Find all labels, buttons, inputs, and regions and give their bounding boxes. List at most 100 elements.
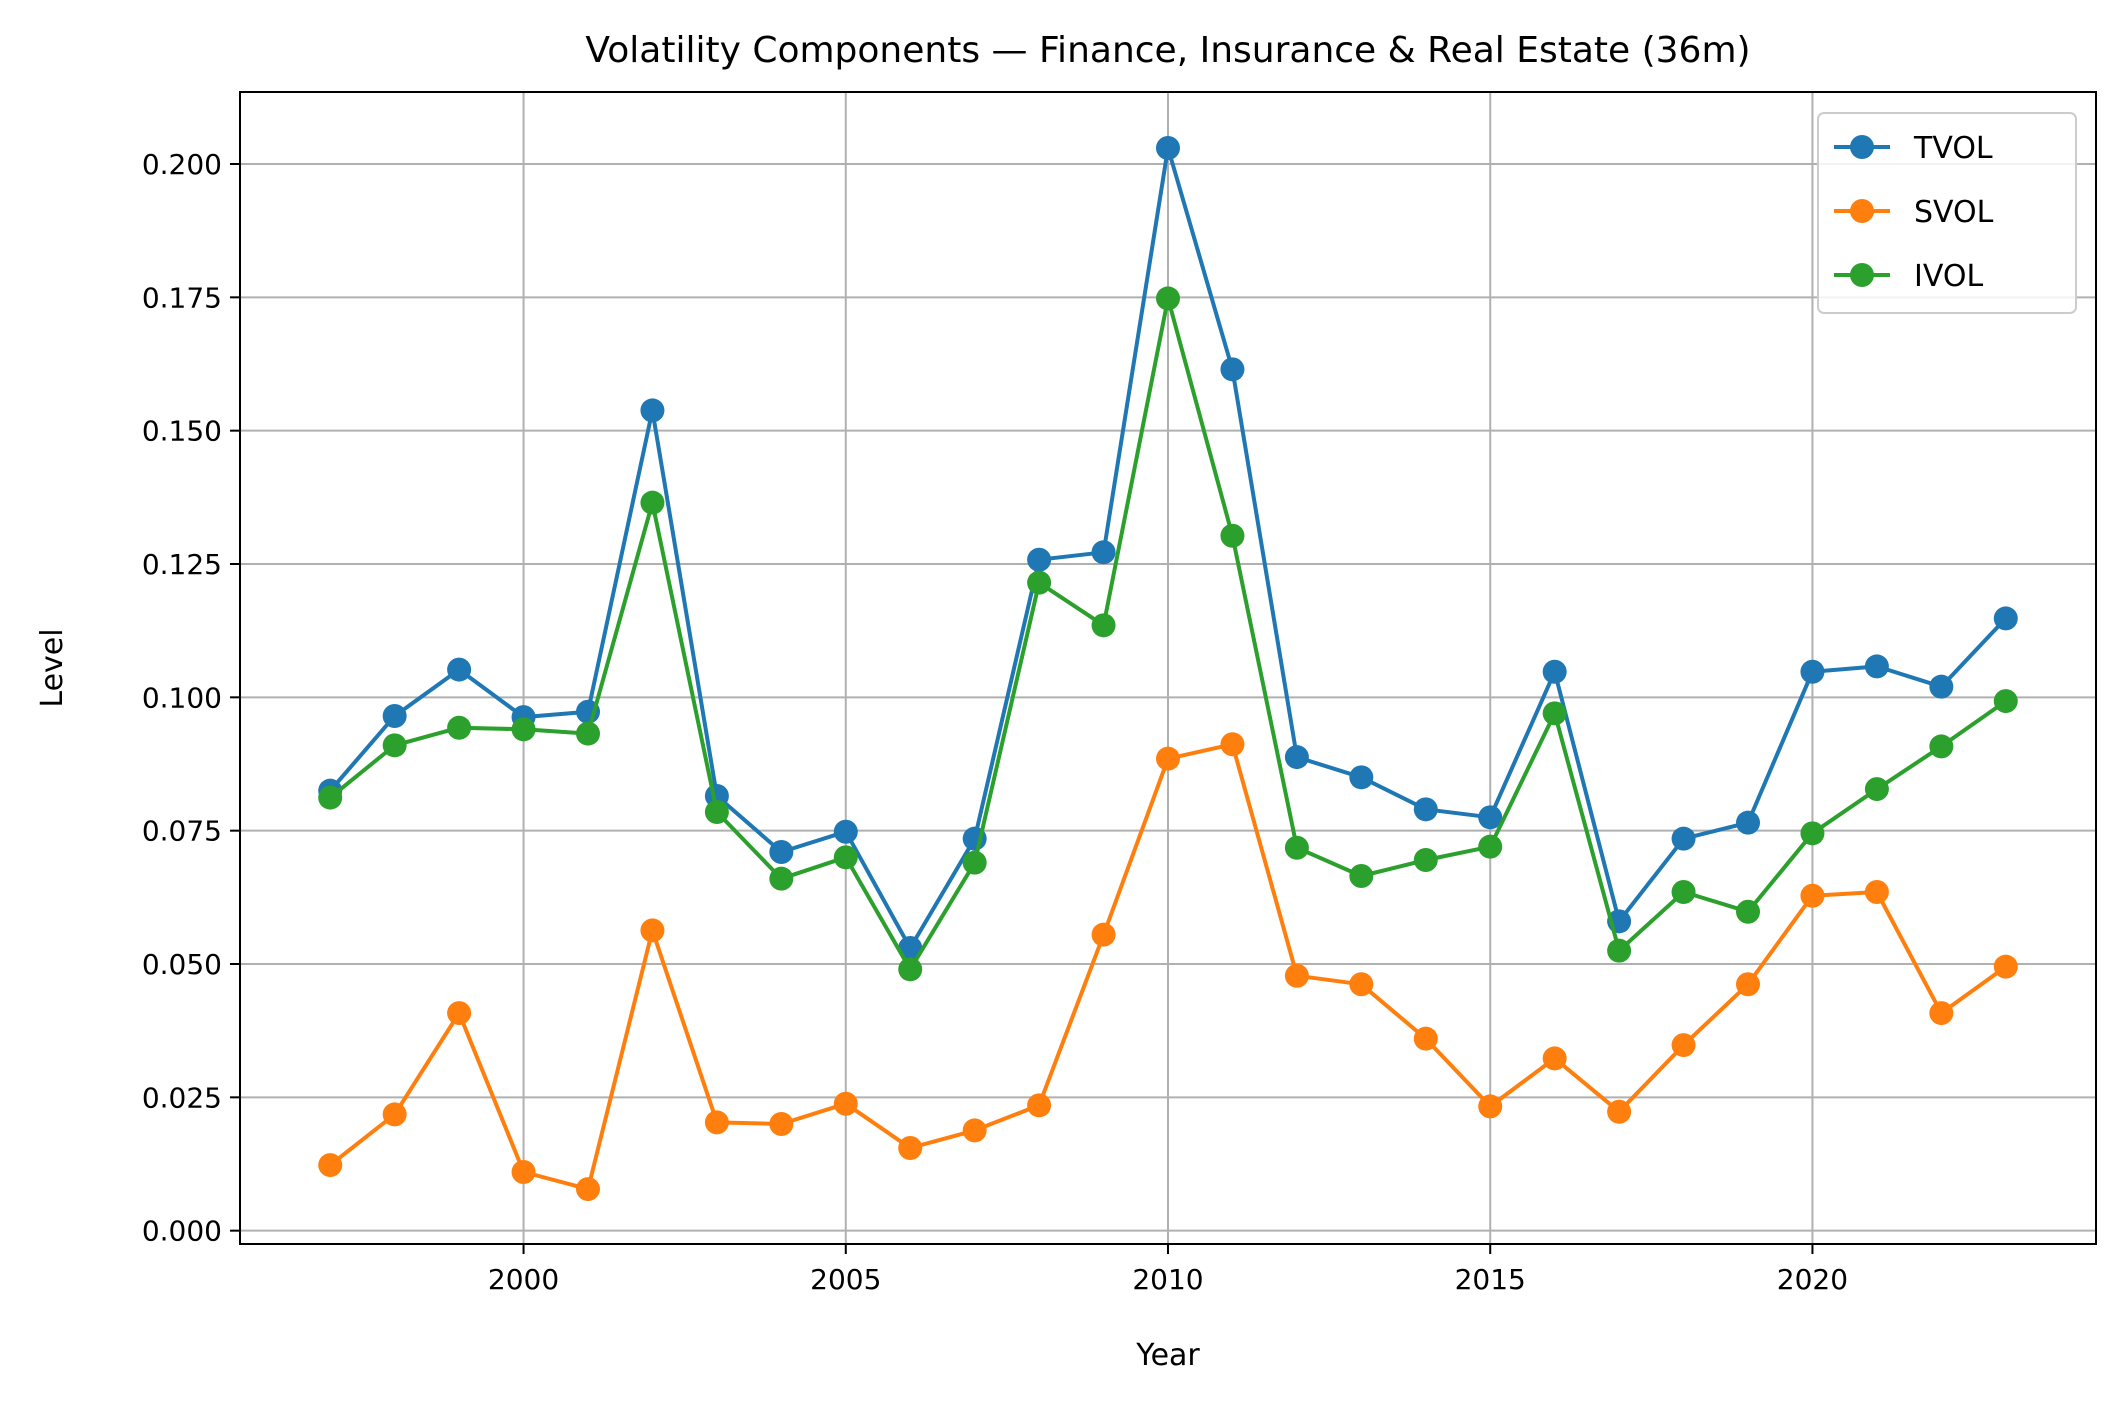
data-point-ivol [1413, 848, 1438, 872]
data-point-tvol [1413, 797, 1438, 822]
data-point-ivol [1156, 286, 1180, 311]
data-point-tvol [447, 657, 472, 682]
data-point-tvol [382, 704, 407, 728]
data-point-svol [1284, 963, 1309, 988]
data-point-svol [318, 1153, 343, 1178]
series-tvol [318, 136, 2018, 960]
data-point-tvol [1993, 606, 2018, 631]
data-point-tvol [769, 840, 794, 864]
data-point-tvol [1284, 745, 1309, 770]
legend-marker-ivol [1850, 263, 1874, 287]
data-point-ivol [898, 957, 923, 982]
data-point-ivol [962, 850, 987, 875]
data-point-ivol [1542, 701, 1567, 726]
series-layer [318, 136, 2018, 1202]
data-point-ivol [447, 715, 472, 740]
chart-title: Volatility Components — Finance, Insuran… [585, 30, 1750, 71]
series-svol [318, 732, 2018, 1202]
legend-marker-svol [1850, 199, 1874, 223]
data-point-ivol [640, 490, 665, 515]
data-point-svol [1156, 746, 1180, 771]
data-point-svol [576, 1177, 600, 1202]
data-point-tvol [1478, 805, 1503, 830]
x-tick-label: 2020 [1777, 1263, 1848, 1296]
y-axis-ticks: 0.000 0.025 0.050 0.075 0.100 0.125 0.150 0.175… [142, 148, 240, 1248]
x-tick-label: 2015 [1455, 1263, 1526, 1296]
series-ivol [318, 286, 2018, 982]
data-point-tvol [898, 936, 923, 960]
data-point-svol [1993, 954, 2018, 979]
data-point-svol [704, 1110, 729, 1135]
data-point-ivol [1478, 834, 1503, 859]
y-tick-label: 0.075 [142, 815, 222, 848]
data-point-tvol [640, 398, 665, 423]
data-point-svol [1864, 880, 1889, 904]
data-point-ivol [511, 717, 536, 742]
y-tick-label: 0.175 [142, 281, 222, 314]
x-tick-label: 2005 [810, 1263, 881, 1296]
data-point-ivol [382, 733, 407, 758]
data-point-svol [1929, 1001, 1954, 1026]
data-point-svol [962, 1118, 987, 1143]
data-point-ivol [1671, 880, 1696, 904]
data-point-tvol [1929, 674, 1954, 699]
data-point-tvol [1027, 547, 1052, 572]
y-tick-label: 0.000 [142, 1215, 222, 1248]
data-point-ivol [1284, 835, 1309, 860]
data-point-svol [511, 1160, 536, 1184]
data-point-ivol [1864, 777, 1889, 802]
data-point-svol [447, 1001, 472, 1026]
y-axis-label: Level [35, 628, 70, 707]
data-point-tvol [1800, 659, 1825, 684]
data-point-svol [1413, 1026, 1438, 1051]
data-point-svol [898, 1136, 923, 1160]
x-tick-label: 2000 [488, 1263, 559, 1296]
data-point-svol [640, 918, 665, 943]
data-point-ivol [1607, 938, 1632, 963]
data-point-svol [1542, 1046, 1567, 1071]
data-point-svol [1736, 972, 1760, 997]
data-point-tvol [1736, 810, 1760, 835]
data-point-ivol [833, 845, 858, 870]
legend-label-ivol: IVOL [1914, 259, 1983, 294]
data-point-svol [1349, 972, 1374, 997]
data-point-svol [1478, 1094, 1503, 1119]
y-tick-label: 0.050 [142, 948, 222, 981]
data-point-tvol [833, 819, 858, 844]
data-point-svol [1607, 1099, 1632, 1124]
data-point-ivol [576, 721, 600, 746]
data-point-svol [1220, 732, 1245, 757]
y-tick-label: 0.200 [142, 148, 222, 181]
data-point-svol [1091, 922, 1116, 947]
x-axis-label: Year [1135, 1338, 1200, 1373]
data-point-ivol [318, 785, 343, 810]
data-point-svol [1671, 1033, 1696, 1058]
data-point-svol [833, 1091, 858, 1116]
data-point-ivol [1220, 523, 1245, 548]
data-point-svol [1800, 883, 1825, 908]
legend-label-tvol: TVOL [1913, 131, 1993, 166]
data-point-tvol [1220, 357, 1245, 382]
y-tick-label: 0.100 [142, 681, 222, 714]
legend-label-svol: SVOL [1914, 195, 1994, 230]
data-point-ivol [1091, 613, 1116, 638]
data-point-ivol [1993, 689, 2018, 714]
data-point-ivol [704, 800, 729, 824]
data-point-ivol [769, 866, 794, 891]
y-tick-label: 0.125 [142, 548, 222, 581]
x-tick-label: 2010 [1132, 1263, 1203, 1296]
data-point-ivol [1929, 734, 1954, 759]
x-axis-ticks: 2000 2005 2010 2015 2020 [488, 1244, 1848, 1296]
data-point-ivol [1349, 864, 1374, 888]
legend-marker-tvol [1850, 135, 1874, 159]
legend: TVOL SVOL IVOL [1817, 112, 2077, 314]
data-point-ivol [1736, 899, 1760, 924]
data-point-tvol [1864, 654, 1889, 679]
data-point-tvol [1349, 765, 1374, 790]
legend-frame [1817, 112, 2077, 314]
data-point-tvol [1542, 659, 1567, 684]
data-point-ivol [1027, 570, 1052, 595]
data-point-tvol [1156, 136, 1180, 160]
